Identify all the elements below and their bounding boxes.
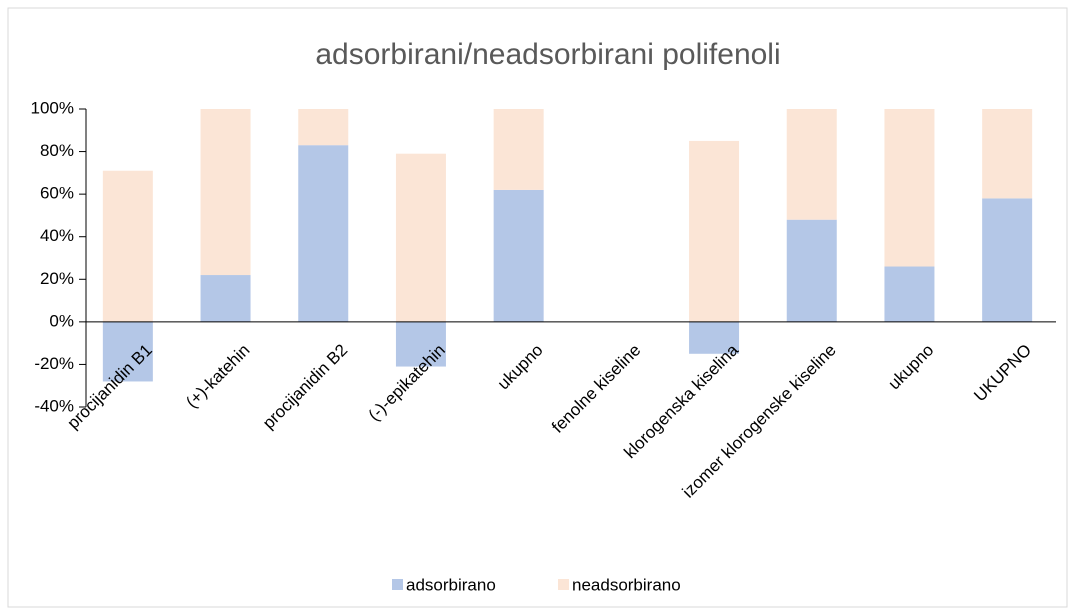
bar <box>884 109 935 267</box>
bar <box>298 145 349 322</box>
bar <box>689 321 740 354</box>
y-tick-label: -40% <box>34 396 74 415</box>
bar <box>298 109 349 146</box>
bar <box>395 321 446 367</box>
bar <box>884 266 935 322</box>
bar <box>493 109 544 190</box>
bar <box>982 198 1033 322</box>
bar <box>689 140 740 322</box>
bar <box>102 170 153 322</box>
y-tick-label: 80% <box>40 141 74 160</box>
bar <box>102 321 153 382</box>
y-tick-label: -20% <box>34 354 74 373</box>
bar <box>786 219 837 322</box>
legend-swatch <box>392 579 403 590</box>
bar <box>200 109 251 276</box>
bar <box>493 189 544 322</box>
bar <box>982 109 1033 199</box>
legend-swatch <box>558 579 569 590</box>
y-tick-label: 100% <box>31 98 74 117</box>
bar <box>786 109 837 220</box>
y-tick-label: 40% <box>40 226 74 245</box>
legend-label: adsorbirano <box>406 575 496 594</box>
y-tick-label: 60% <box>40 184 74 203</box>
chart-title: adsorbirani/neadsorbirani polifenoli <box>315 38 780 71</box>
y-tick-label: 20% <box>40 269 74 288</box>
bar <box>395 153 446 322</box>
y-tick-label: 0% <box>49 311 74 330</box>
bar <box>200 275 251 322</box>
legend-label: neadsorbirano <box>572 575 681 594</box>
